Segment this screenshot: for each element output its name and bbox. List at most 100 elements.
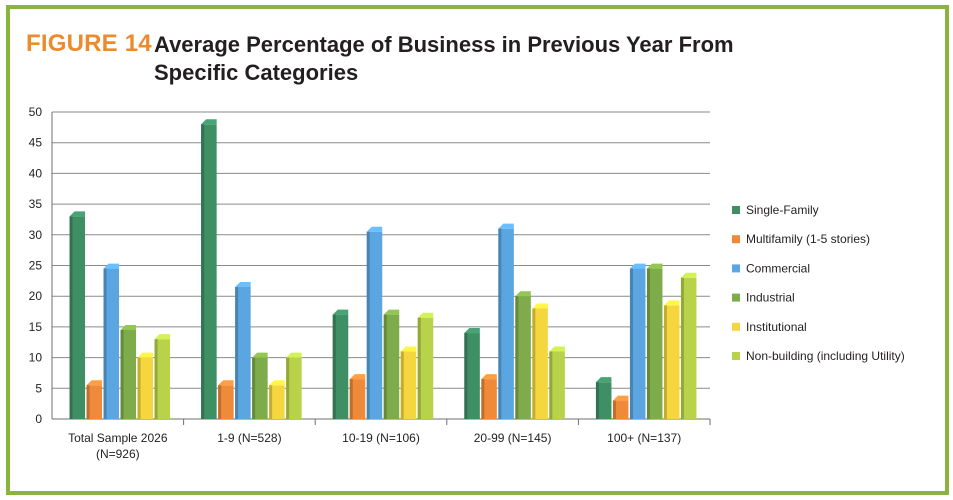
x-axis-labels: Total Sample 2026 (N=926) 1-9 (N=528) 10-19… [68,431,681,461]
bar [680,272,697,419]
bar [646,263,663,419]
x-tick-label: Total Sample 2026 [68,431,168,445]
y-tick-label: 45 [29,136,43,150]
bar-edge [120,329,124,419]
bar [595,377,612,419]
bar-edge [86,385,90,419]
bar-top [680,272,697,278]
bar [464,328,480,419]
chart-legend: Single-Family Multifamily (1-5 stories) Co… [732,203,905,363]
bar-face [595,382,612,419]
bar-edge [663,305,667,419]
bar-top [201,119,217,125]
bar-top [120,324,137,330]
bar-face [332,314,349,419]
y-tick-label: 10 [29,351,43,365]
bar [498,223,514,419]
legend-swatch [732,322,740,331]
bar [201,119,217,419]
bar-top [332,309,349,315]
bar-top [549,346,565,352]
bar [69,211,86,419]
bar-top [515,291,531,297]
bar-top [349,374,366,380]
bar-top [629,263,646,269]
bar [400,346,417,419]
bar [269,380,285,419]
bar-face [629,268,646,419]
bar-top [612,395,629,401]
bar-face [86,385,103,419]
legend-label: Non-building (including Utility) [746,349,905,363]
bar-edge [235,286,239,419]
chart-bars [69,119,697,419]
y-tick-label: 15 [29,320,43,334]
bar-edge [612,400,616,419]
legend-label: Institutional [746,320,807,334]
bar-edge [252,357,256,419]
y-tick-label: 20 [29,289,43,303]
bar-edge [349,379,353,419]
bar-face [400,351,417,419]
bar-face [137,357,154,419]
bar [286,352,302,419]
bar-edge [549,351,553,419]
bar-top [595,377,612,383]
bar-face [349,379,366,419]
bar [366,226,383,419]
y-tick-label: 30 [29,228,43,242]
legend-swatch [732,206,740,214]
bar-face [481,379,497,419]
bar-edge [286,357,290,419]
bar-face [680,277,697,419]
bar-face [515,296,531,419]
bar [515,291,531,419]
bar-face [286,357,302,419]
bar-top [137,352,154,358]
legend-item: Single-Family [732,203,819,217]
bar-edge [383,314,387,419]
legend-item: Commercial [732,261,810,275]
y-tick-label: 50 [29,105,43,119]
legend-label: Single-Family [746,203,819,217]
y-tick-label: 40 [29,166,43,180]
bar-edge [400,351,404,419]
legend-swatch [732,293,740,302]
bar-face [120,329,137,419]
bar-top [400,346,417,352]
bar-top [663,300,680,306]
bar-edge [137,357,141,419]
bar-edge [464,333,468,419]
bar-face [103,268,120,419]
bar-top [218,380,234,386]
bar [332,309,349,419]
bar-edge [201,124,205,419]
bar-edge [69,216,73,419]
legend-label: Commercial [746,261,810,275]
bar [103,263,120,419]
x-tick-label: 100+ (N=137) [607,431,681,445]
bar-top [532,303,548,309]
bar-top [646,263,663,269]
bar-edge [103,268,107,419]
legend-swatch [732,235,740,244]
bar [383,309,400,419]
bar-face [646,268,663,419]
bar-top [464,328,480,334]
bar-edge [154,339,158,419]
bar-face [366,231,383,419]
bar-face [154,339,171,419]
bar-top [286,352,302,358]
bar-top [69,211,86,217]
bar-face [252,357,268,419]
bar [252,352,268,419]
bar-top [269,380,285,386]
bar [86,380,103,419]
legend-label: Industrial [746,291,795,305]
figure-number: FIGURE 14 [26,30,152,57]
legend-item: Non-building (including Utility) [732,349,905,363]
bar-top [498,223,514,229]
bar [235,281,251,419]
bar-top [235,281,251,287]
